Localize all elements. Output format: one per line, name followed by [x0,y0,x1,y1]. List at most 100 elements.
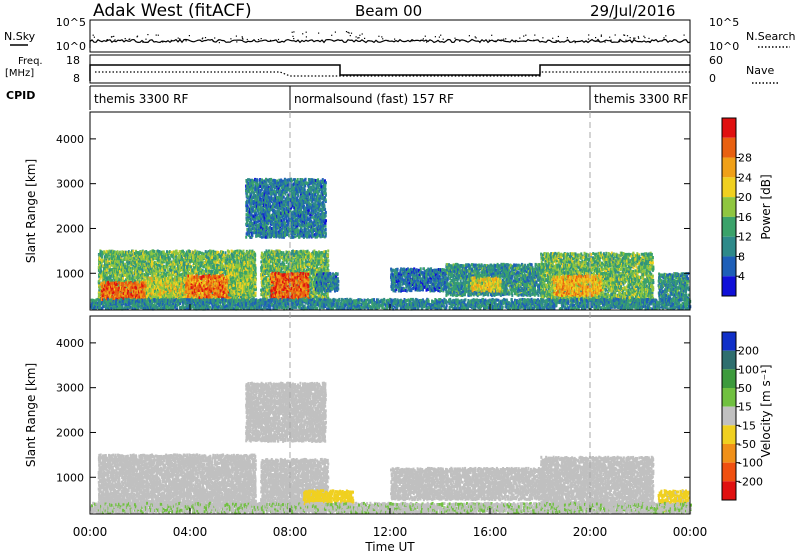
power-cell [175,252,178,255]
nsearch-point [345,31,348,33]
nsearch-point [124,38,126,40]
power-cell [175,272,178,276]
power-cell [195,272,198,276]
power-cell [214,259,217,263]
nsearch-point [188,35,190,37]
power-cell [212,249,215,253]
power-cell [140,254,143,258]
power-cell [104,279,107,283]
power-cell [226,270,229,274]
power-cell [226,266,228,270]
power-cell [236,249,239,253]
nsearch-point [136,36,138,38]
power-cell [161,260,164,264]
power-cell [125,253,128,257]
power-cell [152,272,155,276]
power-cell [108,253,111,257]
power-cell [146,266,149,270]
power-cell [203,255,206,258]
nsearch-point [93,36,95,38]
power-cell [247,261,249,264]
power-cell [224,253,227,256]
power-cell [242,249,245,253]
power-cell [100,274,103,278]
power-cell [159,266,162,270]
power-cell [168,271,171,275]
power-cell [186,251,189,255]
power-cell [173,254,176,258]
power-cell [139,250,142,254]
nsearch-point [626,35,629,37]
power-cell [111,257,113,261]
power-cell [110,281,113,285]
power-cell [182,259,185,263]
power-cell [223,268,226,272]
power-cell [243,258,246,262]
power-cell [186,264,189,268]
nsearch-point [218,39,220,41]
power-cell [149,267,152,271]
power-cell [104,269,107,273]
power-cell [120,265,122,269]
power-cell [150,262,153,266]
nsearch-point [155,34,157,36]
power-cell [169,257,172,261]
power-cell [169,273,172,277]
power-cell [215,260,218,264]
power-cell [165,271,168,275]
power-cell [143,268,146,272]
power-cell [197,252,200,256]
power-cell [105,270,108,274]
power-cell [197,265,200,269]
nsearch-point [348,32,350,34]
power-cell [123,273,125,276]
power-cell [221,258,224,262]
power-cell [151,282,154,286]
power-cell [170,275,173,279]
power-cell [187,254,189,258]
power-cell [208,264,211,268]
nsearch-point [630,41,632,43]
power-cell [109,274,112,278]
nsearch-point [525,34,527,36]
power-cell [240,252,242,256]
power-cell [109,272,112,275]
power-cell [216,254,219,258]
power-cell [248,296,250,300]
power-cell [98,256,101,260]
power-cell [251,259,254,262]
power-cell [208,257,211,261]
nsearch-point [491,34,493,36]
power-cell [104,267,107,271]
power-cell [153,274,156,278]
power-cell [115,262,118,266]
nsearch-point [637,36,639,38]
nsky-label: N.Sky [4,30,36,43]
power-cell [135,272,138,276]
power-cell [229,260,232,264]
power-cell [160,252,163,256]
power-cell [118,256,121,260]
power-cell [138,253,141,257]
power-cell [194,261,197,265]
power-cell [183,255,186,259]
power-cell [194,270,197,274]
nsearch-point [382,38,384,40]
nsearch-point [574,42,576,44]
power-cell [210,266,213,270]
nsearch-point [318,32,320,34]
nsky-trace [89,31,691,48]
power-cell [175,255,178,259]
nsearch-point [649,41,651,43]
power-cell [127,266,130,270]
power-cell [198,293,201,297]
nsearch-point [648,37,650,39]
power-cell [165,252,168,256]
power-cell [169,261,172,264]
power-cell [221,262,224,266]
power-cell [99,261,102,265]
power-cell [97,295,100,299]
nsearch-point [595,37,597,39]
power-cell [163,259,166,263]
